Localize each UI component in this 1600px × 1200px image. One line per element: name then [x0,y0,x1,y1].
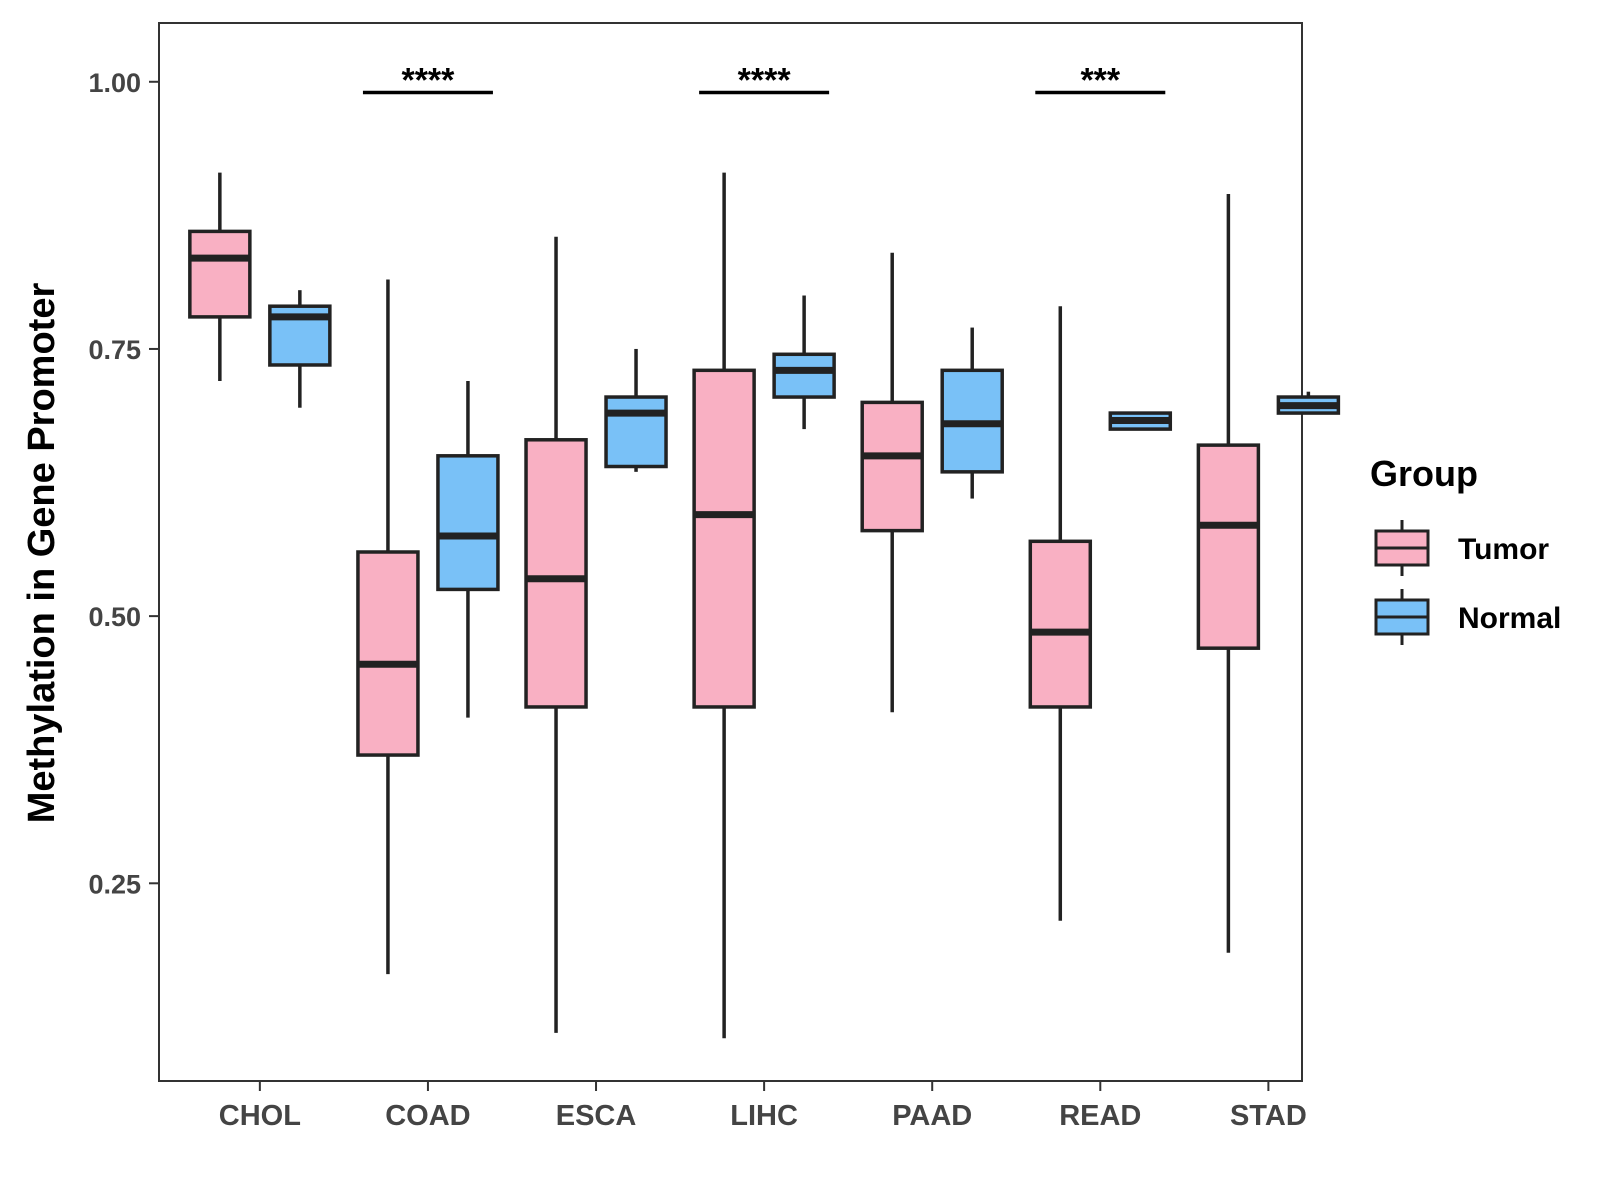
y-axis-title: Methylation in Gene Promoter [21,283,63,824]
box-iqr [1196,443,1261,650]
y-tick-label: 1.00 [88,68,141,98]
x-tick-label: LIHC [730,1100,798,1132]
box-normal-stad [1276,391,1341,415]
box-tumor-lihc [692,172,756,1039]
significance-read: *** [1035,61,1166,99]
box-tumor-paad [860,252,924,713]
box-iqr [604,395,668,469]
legend-label: Normal [1458,602,1561,635]
box-tumor-chol [188,172,252,382]
x-tick-label: PAAD [892,1100,972,1132]
box-iqr [692,368,756,709]
significance-label: **** [401,61,455,99]
box-iqr [772,352,836,399]
box-iqr [860,400,924,533]
y-tick-label: 0.25 [88,869,141,899]
boxes-layer [188,172,1341,1039]
box-normal-esca [604,348,668,472]
significance-lihc: **** [699,61,830,99]
y-axis: 0.25 0.50 0.75 1.00 [88,68,159,899]
x-tick-label: READ [1059,1100,1141,1132]
box-tumor-read [1028,306,1093,921]
box-tumor-esca [524,236,588,1033]
x-tick-label: STAD [1230,1100,1307,1132]
legend: Group Tumor Normal [1370,453,1561,645]
y-tick-label: 0.75 [88,335,141,365]
significance-coad: **** [362,61,493,99]
legend-label: Tumor [1458,533,1549,566]
box-iqr [356,550,420,757]
box-iqr [1028,539,1093,709]
significance-label: *** [1080,61,1120,99]
box-normal-paad [940,327,1004,499]
legend-title: Group [1370,453,1478,494]
significance-label: **** [738,61,792,99]
box-iqr [188,229,252,319]
y-tick-label: 0.50 [88,602,141,632]
significance-annotations: **** **** *** [362,61,1166,99]
box-normal-lihc [772,295,836,430]
x-tick-label: CHOL [219,1100,301,1132]
legend-item-tumor: Tumor [1374,520,1549,576]
x-axis: CHOL COAD ESCA LIHC PAAD READ STAD [219,1081,1307,1132]
legend-item-normal: Normal [1374,589,1561,645]
box-iqr [524,438,588,709]
box-normal-coad [436,381,500,718]
box-iqr [436,454,500,592]
box-tumor-coad [356,279,420,975]
x-tick-label: COAD [385,1100,470,1132]
box-normal-chol [268,290,332,408]
box-tumor-stad [1196,193,1261,953]
x-tick-label: ESCA [556,1100,637,1132]
box-normal-read [1108,411,1173,431]
